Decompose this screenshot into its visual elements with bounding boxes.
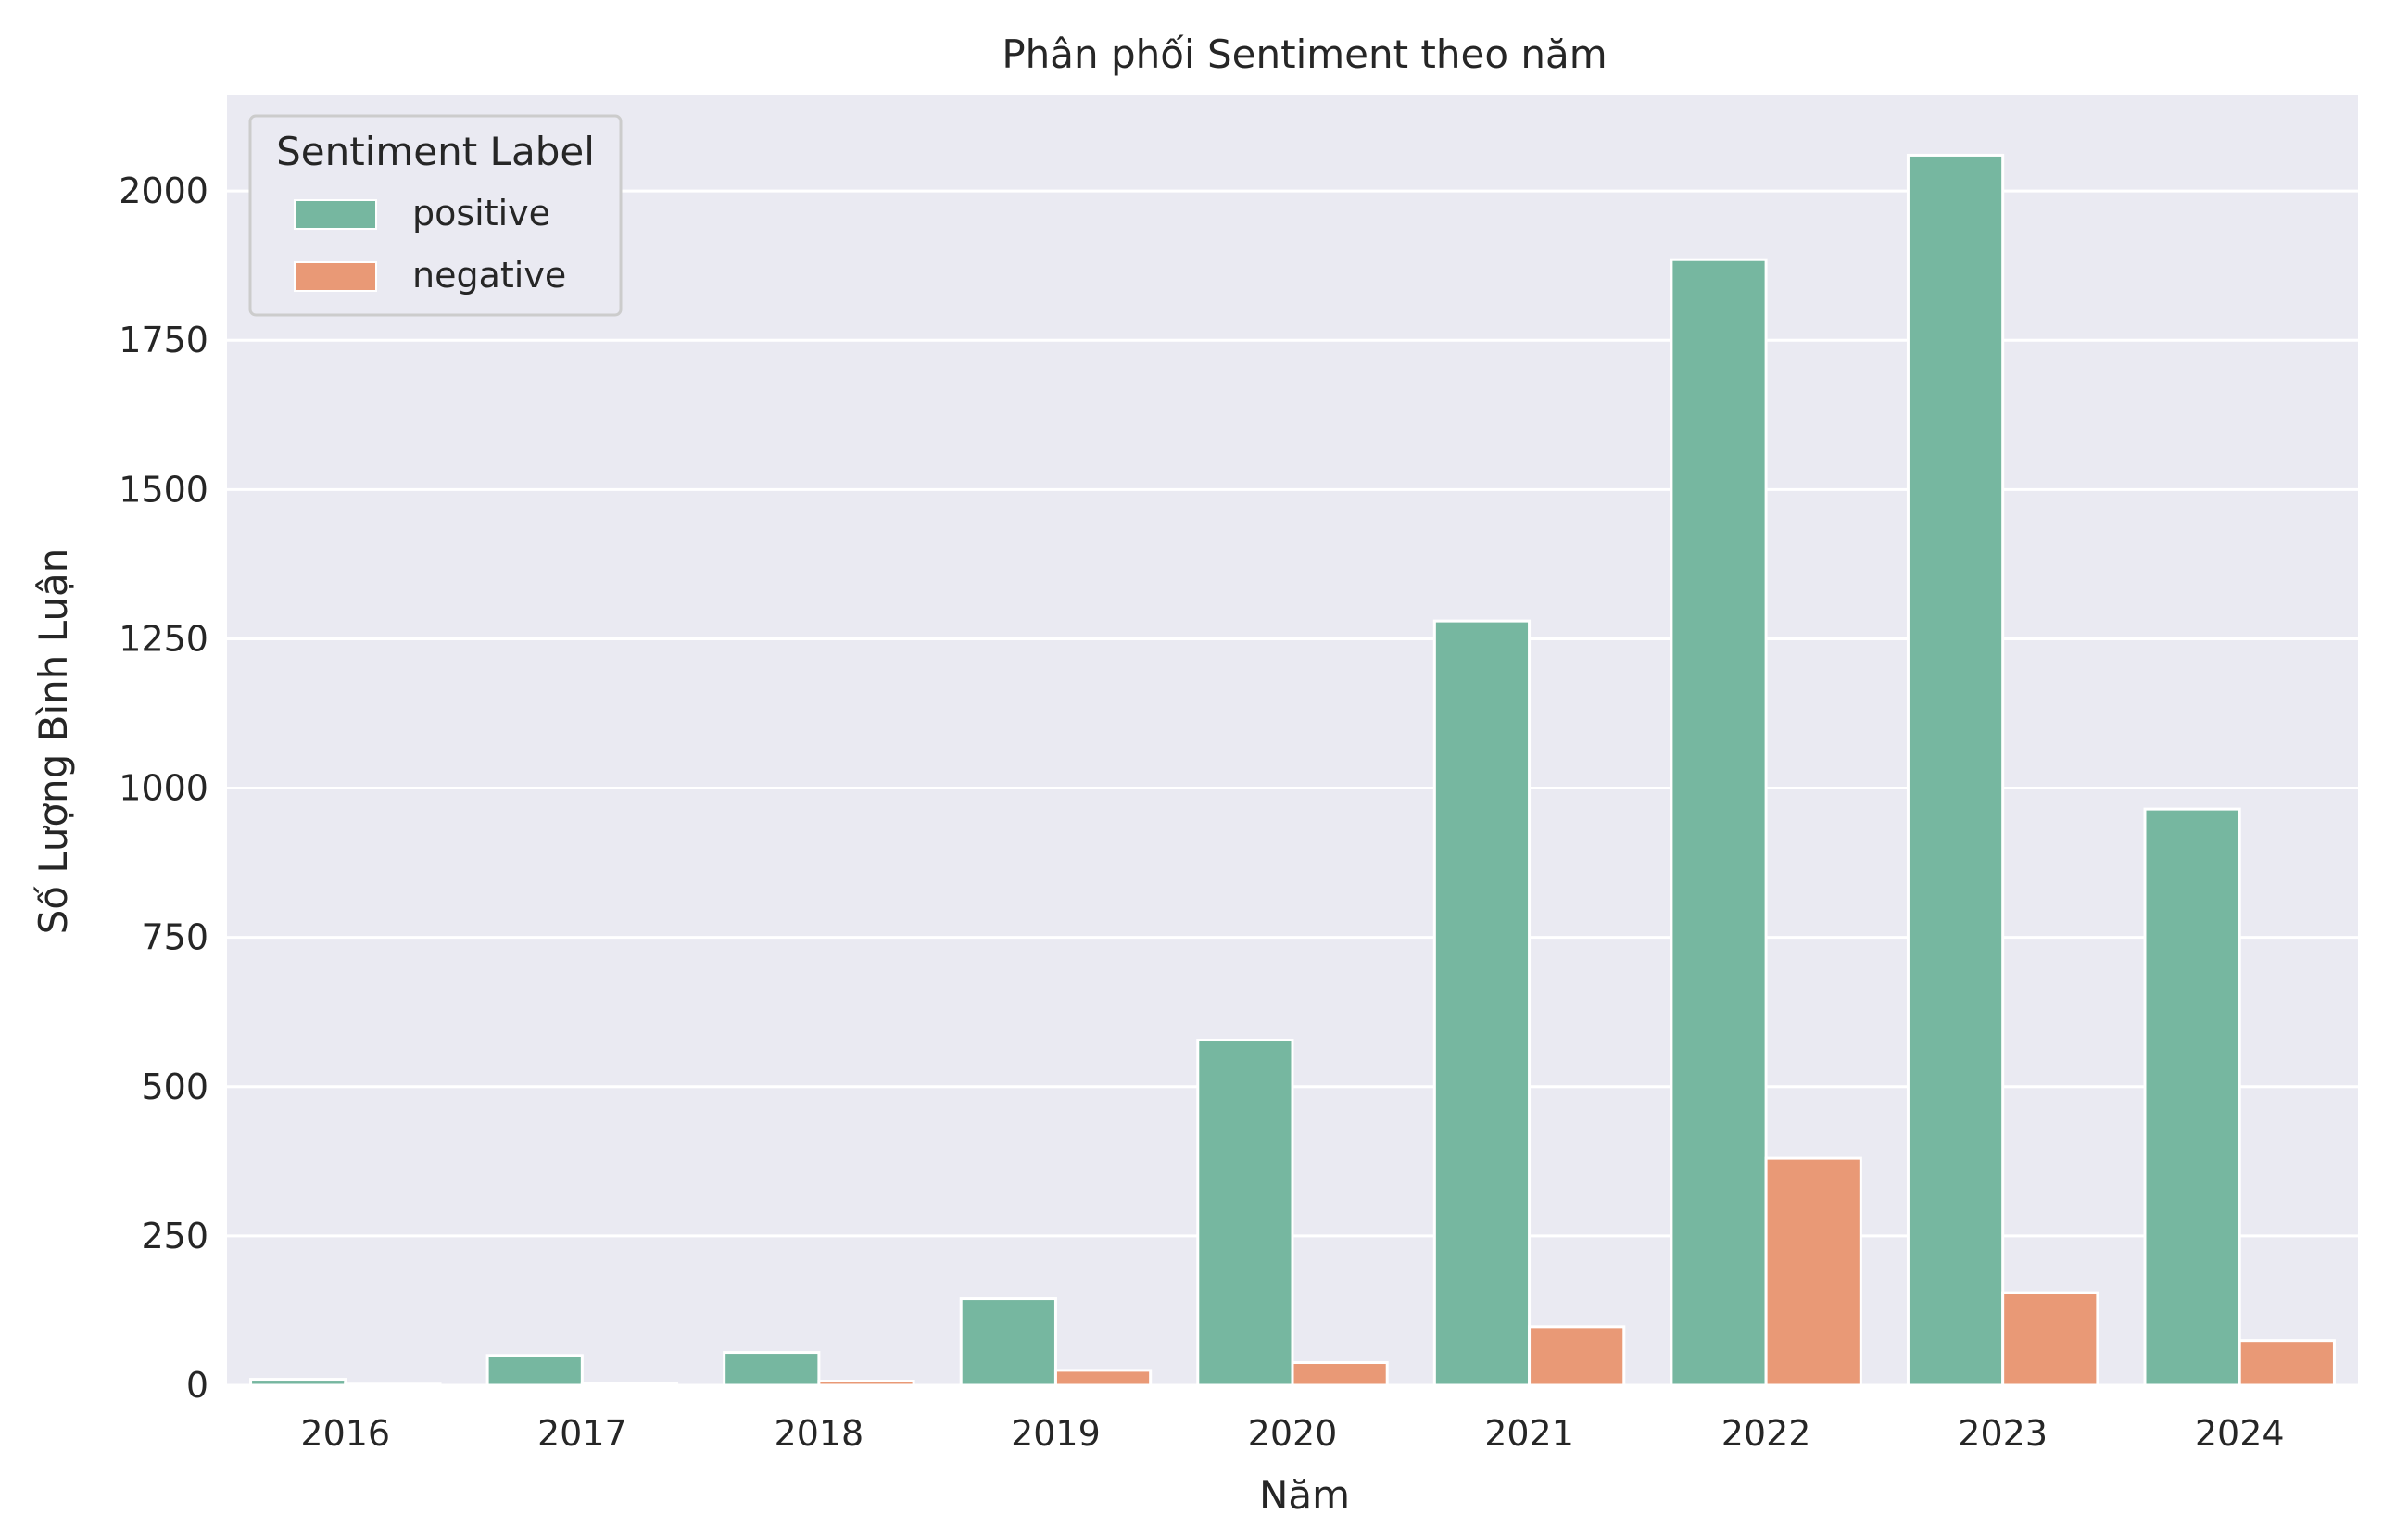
legend: Sentiment Label positive negative (248, 114, 623, 317)
y-tick-label: 1750 (119, 320, 208, 360)
bar-positive-2018 (723, 1351, 821, 1387)
bar-negative-2018 (817, 1379, 915, 1387)
y-tick-label: 0 (186, 1365, 208, 1406)
legend-swatch-negative (294, 261, 377, 292)
bar-negative-2016 (344, 1382, 442, 1387)
bar-negative-2024 (2238, 1339, 2336, 1387)
x-tick-label: 2016 (300, 1413, 390, 1454)
y-tick-label: 250 (141, 1216, 208, 1256)
legend-label-positive: positive (412, 193, 550, 234)
legend-label-negative: negative (412, 255, 566, 296)
bar-positive-2016 (249, 1378, 347, 1387)
bar-negative-2021 (1528, 1325, 1626, 1387)
y-tick-label: 1250 (119, 618, 208, 659)
bar-negative-2023 (2001, 1291, 2099, 1387)
legend-swatch-positive (294, 199, 377, 230)
bar-positive-2020 (1196, 1039, 1294, 1387)
bar-positive-2021 (1432, 619, 1532, 1387)
bar-positive-2019 (959, 1297, 1057, 1387)
x-tick-label: 2017 (537, 1413, 627, 1454)
x-tick-labels: 2016 2017 2018 2019 2020 2021 2022 2023 2024 (300, 1413, 2284, 1454)
bar-negative-2022 (1764, 1156, 1862, 1387)
x-tick-label: 2020 (1248, 1413, 1338, 1454)
bar-negative-2017 (580, 1382, 679, 1387)
x-tick-label: 2022 (1721, 1413, 1811, 1454)
bar-positive-2017 (485, 1354, 584, 1387)
bar-positive-2022 (1670, 258, 1768, 1387)
legend-title: Sentiment Label (276, 129, 595, 174)
x-tick-label: 2021 (1484, 1413, 1574, 1454)
chart-title: Phân phối Sentiment theo năm (1002, 32, 1607, 77)
x-tick-label: 2024 (2195, 1413, 2285, 1454)
x-tick-label: 2023 (1958, 1413, 2048, 1454)
y-tick-label: 2000 (119, 170, 208, 211)
y-tick-labels: 0 250 500 750 1000 1250 1500 1750 2000 (119, 170, 208, 1406)
y-tick-label: 500 (141, 1067, 208, 1107)
bar-positive-2023 (1906, 153, 2005, 1387)
y-axis-title: Số Lượng Bình Luận (31, 549, 76, 935)
bar-negative-2020 (1291, 1361, 1389, 1387)
bar-negative-2019 (1053, 1369, 1153, 1387)
bar-positive-2024 (2143, 807, 2241, 1387)
bars (249, 153, 2336, 1387)
x-axis-title: Năm (1259, 1472, 1350, 1518)
y-tick-label: 750 (141, 917, 208, 958)
y-tick-label: 1000 (119, 768, 208, 809)
y-tick-label: 1500 (119, 469, 208, 510)
x-tick-label: 2018 (775, 1413, 864, 1454)
x-tick-label: 2019 (1011, 1413, 1101, 1454)
